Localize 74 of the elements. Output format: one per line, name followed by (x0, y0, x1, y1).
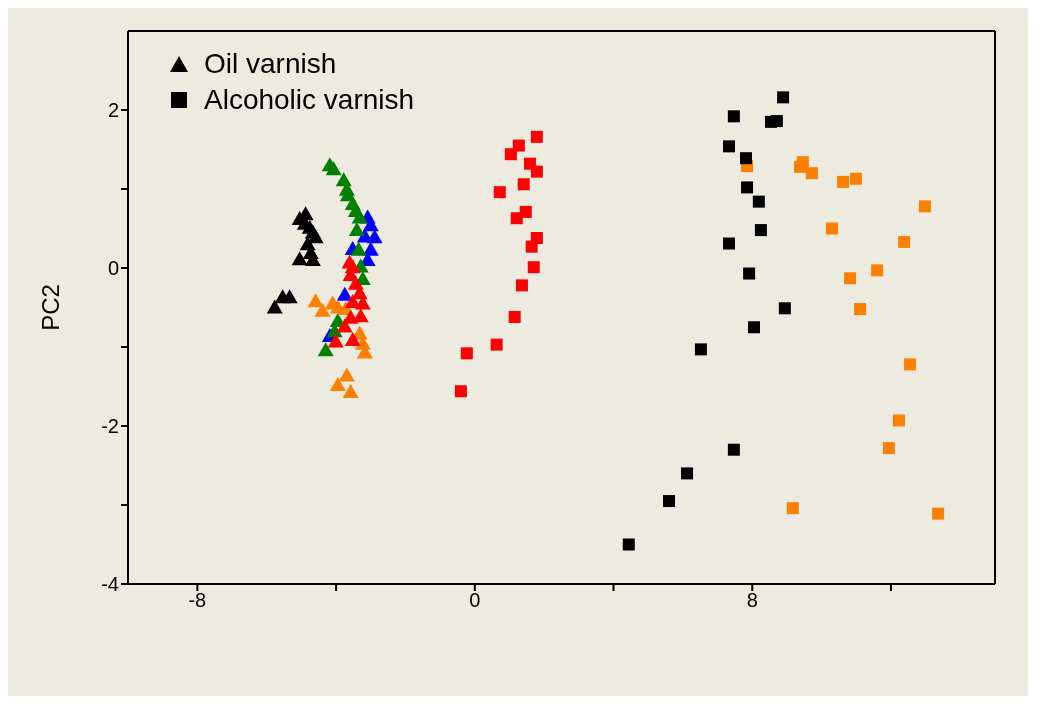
point (338, 367, 355, 382)
point (778, 302, 791, 315)
point (752, 195, 765, 208)
point (663, 495, 676, 508)
point (622, 538, 635, 551)
point (743, 267, 756, 280)
point (525, 240, 538, 253)
point (266, 299, 283, 314)
x-tick-label: 8 (746, 589, 758, 612)
point (344, 293, 361, 308)
y-tick-label: 0 (107, 257, 119, 280)
point (342, 384, 359, 399)
point (932, 507, 945, 520)
point (307, 293, 324, 308)
point (786, 502, 799, 515)
point (681, 467, 694, 480)
point (530, 165, 543, 178)
point (904, 358, 917, 371)
point (344, 331, 361, 346)
point (747, 321, 760, 334)
point (754, 224, 767, 237)
point (723, 237, 735, 250)
point (336, 286, 353, 301)
point (348, 222, 365, 237)
point (854, 303, 867, 316)
point (530, 130, 543, 143)
point (291, 251, 308, 266)
point (454, 385, 467, 398)
point (740, 152, 752, 165)
point (329, 376, 346, 391)
point (510, 212, 523, 225)
x-tick-label: -8 (188, 589, 207, 612)
point (727, 443, 740, 456)
y-axis-title: PC2 (36, 284, 64, 331)
point (805, 167, 818, 180)
point (508, 310, 521, 323)
point (844, 272, 857, 285)
point (826, 222, 838, 235)
point (898, 235, 911, 248)
point (314, 302, 331, 317)
point (794, 160, 807, 173)
point (493, 186, 506, 199)
legend-label: Oil varnish (204, 48, 337, 80)
point (871, 264, 884, 277)
point (849, 172, 862, 185)
point (336, 318, 353, 333)
point (274, 289, 291, 304)
point (694, 343, 707, 356)
point (307, 229, 324, 244)
legend-label: Alcoholic varnish (204, 84, 415, 116)
y-tick-label: 2 (107, 99, 119, 122)
y-tick-label: -2 (101, 415, 119, 438)
point (770, 115, 783, 128)
point (837, 175, 850, 188)
x-tick-label: 0 (469, 589, 481, 612)
point (918, 200, 931, 213)
point (327, 333, 344, 348)
point (517, 178, 530, 191)
point (741, 181, 754, 194)
point (504, 148, 517, 161)
point (515, 279, 528, 292)
point (892, 414, 905, 427)
point (350, 241, 367, 256)
point (527, 261, 540, 274)
y-tick-label: -4 (101, 573, 119, 596)
point (351, 209, 368, 224)
point (727, 110, 740, 123)
point (460, 347, 473, 360)
point (723, 140, 735, 153)
point (777, 91, 790, 104)
point (317, 342, 334, 357)
point (490, 338, 503, 351)
point (325, 161, 342, 176)
point (882, 442, 895, 455)
